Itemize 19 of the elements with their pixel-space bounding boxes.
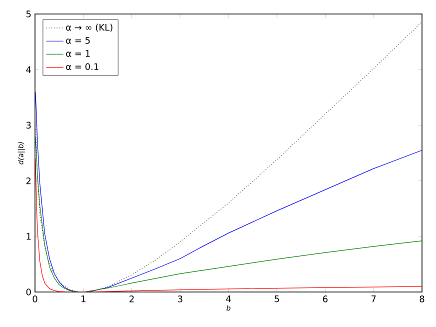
legend-label: α = 5: [66, 37, 90, 44]
legend-label: α = 0.1: [66, 63, 98, 70]
x-tick-label: 5: [274, 296, 279, 302]
x-tick-label: 6: [323, 296, 328, 302]
x-tick-label: 4: [226, 296, 231, 302]
x-tick-label: 7: [372, 296, 376, 302]
y-tick-label: 0: [26, 288, 31, 296]
x-tick-label: 3: [178, 296, 182, 302]
y-tick-label: 4: [26, 66, 31, 73]
x-tick-label: 8: [420, 296, 424, 302]
x-tick-label: 2: [130, 296, 134, 302]
y-tick-label: 3: [26, 122, 31, 129]
x-tick-label: 0: [32, 296, 38, 302]
legend-label: α → ∞ (KL): [66, 24, 112, 32]
y-tick-label: 2: [26, 177, 31, 184]
legend-label: α = 1: [66, 50, 90, 57]
x-tick-label: 1: [82, 296, 86, 302]
y-tick-label: 5: [26, 10, 31, 18]
y-tick-label: 1: [26, 233, 31, 240]
